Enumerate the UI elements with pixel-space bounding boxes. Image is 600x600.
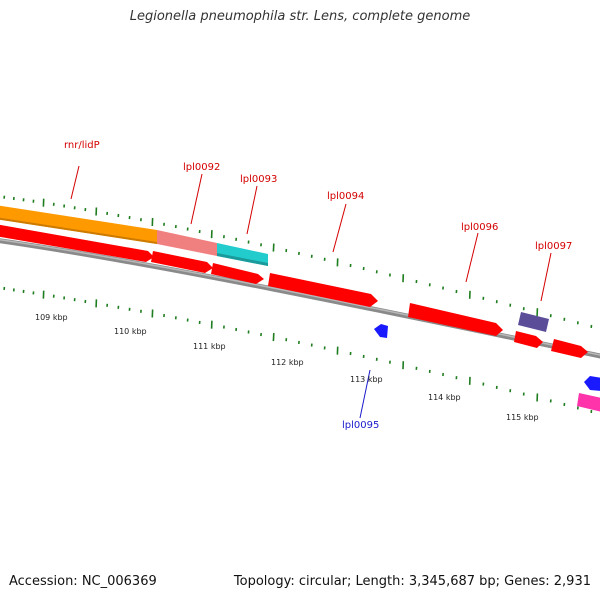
kbp-label-109: 109 kbp [35, 313, 68, 322]
leader-lpl0096 [465, 232, 479, 283]
outer-tick-ring [3, 195, 593, 328]
gene-feature-rnr-lidp[interactable] [0, 205, 157, 244]
cds-arrow-1[interactable] [0, 224, 154, 262]
gene-label-lpl0093[interactable]: lpl0093 [240, 174, 277, 185]
gene-label-lpl0092[interactable]: lpl0092 [183, 162, 220, 173]
gene-label-lpl0096[interactable]: lpl0096 [461, 222, 498, 233]
gene-label-lpl0097[interactable]: lpl0097 [535, 241, 572, 252]
leader-lpl0092 [190, 173, 203, 225]
leader-rnr-lidp [70, 165, 80, 200]
gene-feature-lpl0097[interactable] [518, 312, 549, 332]
leader-lpl0095 [359, 369, 371, 419]
cds-reverse-edge[interactable] [584, 376, 600, 391]
cds-arrow-4[interactable] [268, 273, 378, 307]
kbp-label-113: 113 kbp [350, 375, 383, 384]
cds-magenta-edge[interactable] [577, 393, 600, 412]
gene-feature-lpl0093[interactable] [217, 243, 268, 266]
accession-text: Accession: NC_006369 [9, 574, 157, 589]
cds-reverse-lpl0095[interactable] [374, 324, 388, 338]
kbp-label-115: 115 kbp [506, 413, 539, 422]
leader-lpl0097 [540, 252, 552, 302]
kbp-label-111: 111 kbp [193, 342, 226, 351]
gene-feature-lpl0092[interactable] [157, 230, 217, 256]
kbp-label-112: 112 kbp [271, 358, 304, 367]
cds-arrow-3[interactable] [211, 263, 264, 284]
genome-summary-text: Topology: circular; Length: 3,345,687 bp… [233, 574, 591, 589]
cds-arrow-7[interactable] [551, 339, 588, 358]
cds-arrow-2[interactable] [151, 251, 213, 273]
cds-arrow-6[interactable] [514, 331, 543, 348]
inner-tick-ring [3, 286, 593, 413]
kbp-label-110: 110 kbp [114, 327, 147, 336]
gene-label-rnr-lidp[interactable]: rnr/lidP [64, 140, 100, 151]
leader-lpl0094 [332, 203, 347, 253]
leader-lpl0093 [246, 185, 258, 235]
cds-arrow-5[interactable] [408, 303, 503, 336]
genome-backbone [0, 238, 600, 359]
kbp-label-114: 114 kbp [428, 393, 461, 402]
map-title: Legionella pneumophila str. Lens, comple… [129, 9, 471, 24]
gene-label-lpl0094[interactable]: lpl0094 [327, 191, 364, 202]
gene-label-lpl0095[interactable]: lpl0095 [342, 420, 379, 431]
